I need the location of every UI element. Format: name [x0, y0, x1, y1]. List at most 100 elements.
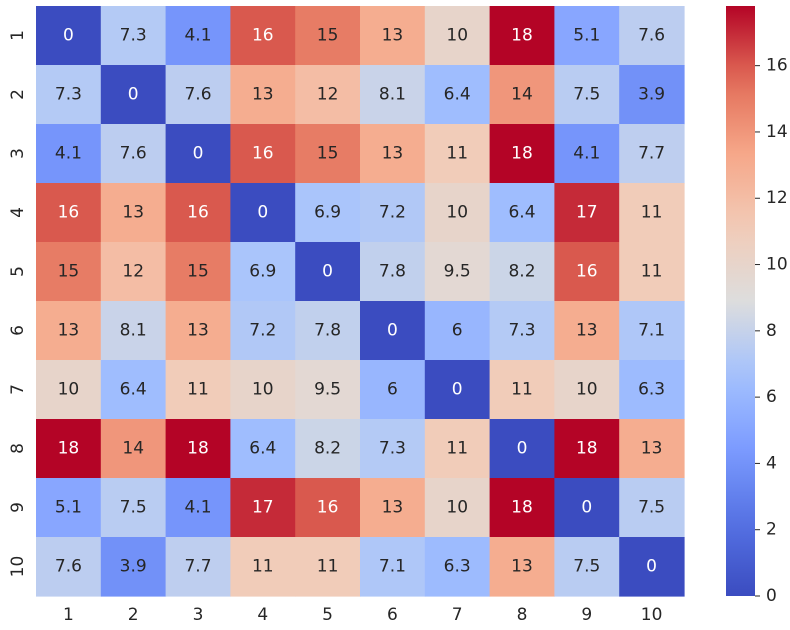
x-tick-label: 7 — [452, 605, 463, 625]
colorbar-tick-label: 6 — [766, 387, 777, 407]
cell-value-label: 6.4 — [444, 85, 471, 105]
cell-value-label: 11 — [446, 144, 468, 164]
cell-value-label: 10 — [58, 380, 80, 400]
heatmap-cell — [554, 124, 620, 184]
heatmap-cell — [36, 419, 102, 479]
cell-value-label: 12 — [122, 262, 144, 282]
cell-value-label: 7.5 — [573, 557, 600, 577]
cell-value-label: 7.3 — [508, 321, 535, 341]
cell-value-label: 16 — [187, 203, 209, 223]
heatmap-cell — [554, 537, 620, 597]
y-tick-label: 1 — [8, 30, 28, 41]
heatmap-cell — [230, 419, 296, 479]
heatmap-cell — [360, 478, 426, 538]
cell-value-label: 13 — [382, 144, 404, 164]
heatmap-cell — [36, 537, 102, 597]
heatmap-cell — [295, 124, 361, 184]
cell-value-label: 17 — [252, 498, 274, 518]
cell-value-label: 7.2 — [249, 321, 276, 341]
cell-value-label: 13 — [382, 26, 404, 46]
heatmap-cell — [230, 301, 296, 361]
heatmap-cell — [36, 6, 102, 66]
heatmap-cell — [165, 6, 231, 66]
heatmap-cell — [424, 65, 491, 125]
heatmap-cell — [36, 183, 102, 243]
cell-value-label: 0 — [517, 439, 528, 459]
cell-value-label: 7.7 — [638, 144, 665, 164]
y-tick-label: 9 — [8, 502, 28, 513]
colorbar-gradient — [726, 6, 755, 596]
heatmap-cell — [295, 6, 361, 66]
heatmap-cell — [36, 360, 102, 420]
cell-value-label: 16 — [252, 26, 274, 46]
heatmap-cell — [165, 183, 231, 243]
cell-value-label: 0 — [452, 380, 463, 400]
y-tick-label: 3 — [8, 148, 28, 159]
cell-value-label: 7.2 — [379, 203, 406, 223]
cell-value-label: 16 — [58, 203, 80, 223]
y-tick-label: 6 — [8, 325, 28, 336]
x-tick-label: 1 — [63, 605, 74, 625]
cell-value-label: 7.5 — [573, 85, 600, 105]
heatmap-cell — [360, 301, 426, 361]
cell-value-label: 9.5 — [314, 380, 341, 400]
heatmap-cell — [295, 360, 361, 420]
y-tick-label: 5 — [8, 266, 28, 277]
cell-value-label: 8.1 — [120, 321, 147, 341]
heatmap-cell — [619, 6, 685, 66]
cell-value-label: 7.5 — [638, 498, 665, 518]
heatmap-cell — [295, 478, 361, 538]
cell-value-label: 18 — [511, 26, 533, 46]
cell-value-label: 4.1 — [573, 144, 600, 164]
heatmap-cell — [424, 183, 491, 243]
heatmap-cell — [489, 301, 555, 361]
heatmap-cell — [165, 301, 231, 361]
heatmap-cell — [424, 124, 491, 184]
cell-value-label: 17 — [576, 203, 598, 223]
cell-value-label: 11 — [252, 557, 274, 577]
colorbar-tick-label: 0 — [766, 586, 777, 606]
cell-value-label: 0 — [128, 85, 139, 105]
heatmap-cell — [360, 419, 426, 479]
heatmap-cell — [165, 65, 231, 125]
cell-value-label: 7.8 — [314, 321, 341, 341]
cell-value-label: 7.5 — [120, 498, 147, 518]
heatmap-cell — [619, 242, 685, 302]
heatmap-cell — [424, 419, 491, 479]
heatmap-cell — [230, 124, 296, 184]
cell-value-label: 18 — [576, 439, 598, 459]
x-tick-label: 4 — [257, 605, 268, 625]
heatmap-cell — [619, 301, 685, 361]
cell-value-label: 0 — [581, 498, 592, 518]
heatmap-cell — [36, 65, 102, 125]
heatmap-cell — [360, 242, 426, 302]
cell-value-label: 7.3 — [55, 85, 82, 105]
cell-value-label: 0 — [63, 26, 74, 46]
colorbar: 0 2 4 6 8 10 12 14 16 — [726, 6, 788, 606]
heatmap-cell — [360, 65, 426, 125]
heatmap-cell — [554, 478, 620, 538]
cell-value-label: 13 — [252, 85, 274, 105]
cell-value-label: 6 — [387, 380, 398, 400]
heatmap-cell — [489, 419, 555, 479]
heatmap-cell — [554, 419, 620, 479]
heatmap-cell — [100, 301, 167, 361]
x-axis: 1 2 3 4 5 6 7 8 9 10 — [63, 605, 662, 625]
heatmap-cell — [295, 301, 361, 361]
heatmap-cell — [165, 478, 231, 538]
cell-value-label: 10 — [446, 498, 468, 518]
x-tick-label: 10 — [641, 605, 663, 625]
cell-value-label: 7.3 — [120, 26, 147, 46]
cell-value-label: 15 — [187, 262, 209, 282]
x-tick-label: 9 — [581, 605, 592, 625]
y-tick-label: 2 — [8, 89, 28, 100]
heatmap-cell — [554, 301, 620, 361]
heatmap-cell — [489, 537, 555, 597]
heatmap-cells: 0 7.3 4.1 16 15 13 10 18 5.1 7.6 7.3 0 7.6 13 12 8.1 6.4… — [36, 6, 685, 597]
cell-value-label: 7.8 — [379, 262, 406, 282]
cell-value-label: 13 — [382, 498, 404, 518]
heatmap-cell — [424, 537, 491, 597]
x-tick-label: 6 — [387, 605, 398, 625]
